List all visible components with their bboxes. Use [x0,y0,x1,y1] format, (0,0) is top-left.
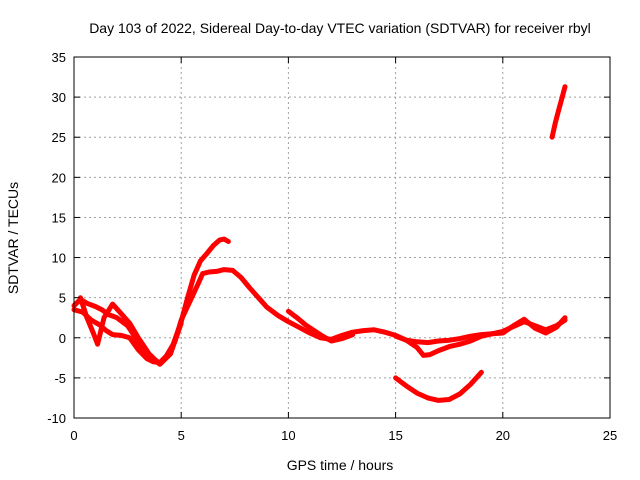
series-line-main-trace-e [393,315,568,358]
x-tick-label: 0 [70,428,77,443]
y-tick-label: 15 [52,210,66,225]
y-tick-label: 0 [59,331,66,346]
y-tick-label: 30 [52,90,66,105]
grid-lines [74,57,610,418]
x-tick-label: 25 [603,428,617,443]
series-line-late-trace [549,84,568,140]
series-line-secondary-trace [393,369,484,403]
series-line-main-trace-b [71,267,568,366]
x-tick-label: 10 [281,428,295,443]
y-tick-label: 20 [52,170,66,185]
x-axis-label: GPS time / hours [287,457,394,473]
series-layer [71,84,568,403]
y-tick-label: -10 [47,411,66,426]
y-tick-label: 10 [52,251,66,266]
tick-marks [73,56,611,419]
tick-labels: 0 5 10 15 20 25 -10 -5 0 5 10 15 20 25 30 35 [47,50,617,443]
y-tick-label: 35 [52,50,66,65]
x-tick-label: 20 [496,428,510,443]
series-line-main-trace-d [285,308,356,344]
plot-frame [73,56,611,419]
y-tick-label: 5 [59,291,66,306]
x-tick-label: 15 [388,428,402,443]
series-line-main-trace-c [77,295,184,367]
y-tick-label: -5 [54,371,66,386]
x-tick-label: 5 [178,428,185,443]
y-tick-label: 25 [52,130,66,145]
chart-title: Day 103 of 2022, Sidereal Day-to-day VTE… [89,20,591,36]
y-axis-label: SDTVAR / TECUs [5,182,21,294]
